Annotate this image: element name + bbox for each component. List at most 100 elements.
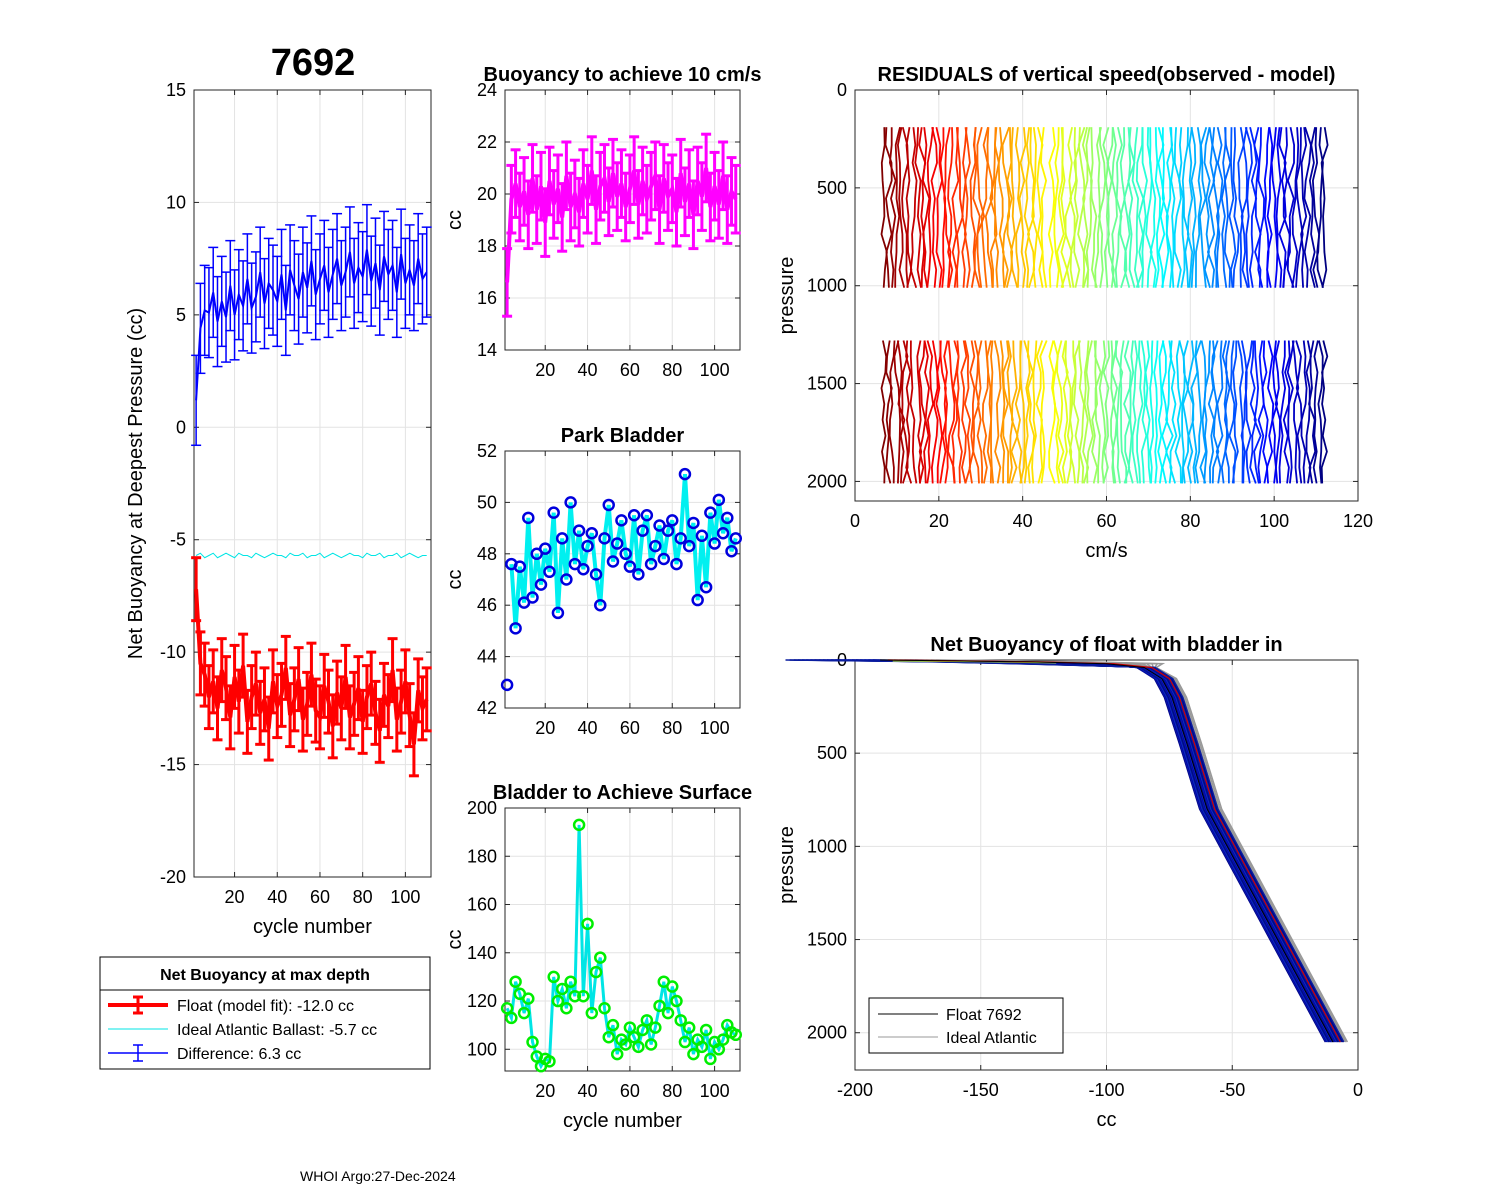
bladder-surface-point — [517, 1006, 531, 1020]
float-profile-line — [793, 659, 1343, 1043]
residual-profile-line — [956, 340, 963, 484]
bladder-surface-point — [661, 1006, 675, 1020]
residual-profile-line — [1278, 127, 1287, 288]
residual-profile-line — [1144, 340, 1152, 484]
residual-profile-line — [1303, 126, 1312, 288]
park-bladder-point — [534, 578, 548, 591]
park-bladder-point — [555, 532, 569, 545]
float-profile-line — [785, 659, 1345, 1043]
float-profile-line — [864, 659, 1328, 1043]
residual-profile-line — [1240, 340, 1248, 484]
x-axis-label: cc — [1097, 1109, 1117, 1131]
residual-profile-line — [1161, 127, 1170, 288]
residual-profile-line — [986, 340, 993, 484]
x-tick-label: 80 — [353, 887, 373, 907]
reference-profile-line — [887, 659, 1341, 1043]
residual-profile-line — [961, 127, 968, 288]
residual-profile-line — [1305, 340, 1312, 484]
residual-profile-line — [1098, 127, 1107, 288]
x-tick-label: 0 — [1353, 1080, 1363, 1100]
park-bladder-point — [704, 506, 717, 519]
axes-frame — [504, 89, 741, 351]
bladder-surface-point — [509, 975, 522, 988]
residual-profile-line — [935, 340, 943, 484]
residual-profile-line — [1123, 340, 1132, 484]
residual-profile-line — [918, 340, 927, 484]
residual-profile-line — [951, 127, 960, 288]
park-bladder-point — [522, 511, 535, 525]
residual-profile-line — [1308, 127, 1316, 288]
ideal-profile-line — [888, 659, 1335, 1043]
residual-profile-line — [1157, 340, 1165, 484]
bladder-surface-point — [716, 1033, 730, 1046]
residual-profile-line — [1157, 126, 1166, 288]
ideal-profile-line — [878, 659, 1332, 1043]
park-bladder-point — [712, 493, 726, 507]
bladder-surface-point — [632, 1040, 645, 1054]
y-tick-label: 24 — [477, 80, 497, 100]
y-tick-label: 20 — [477, 184, 497, 204]
residual-profile-line — [1073, 127, 1081, 288]
residual-profile-line — [1026, 340, 1036, 484]
ideal-profile-line — [899, 659, 1338, 1043]
residual-profile-line — [980, 126, 989, 288]
residual-profile-line — [963, 340, 972, 484]
residual-profile-line — [1018, 127, 1027, 288]
residual-profile-line — [1237, 127, 1245, 288]
y-tick-label: 2000 — [807, 471, 847, 491]
residual-profile-line — [1271, 340, 1279, 484]
y-tick-label: 14 — [477, 340, 497, 360]
ideal-ballast-series-line — [195, 552, 427, 559]
y-tick-label: 42 — [477, 698, 497, 718]
residual-profile-line — [1198, 126, 1208, 288]
x-tick-label: 20 — [929, 511, 949, 531]
chart-title: RESIDUALS of vertical speed(observed - m… — [878, 64, 1336, 86]
residual-profile-line — [1060, 127, 1069, 288]
residual-profile-line — [894, 126, 901, 288]
residual-profile-line — [955, 127, 964, 288]
residual-profile-line — [1023, 127, 1031, 288]
bladder-surface-point — [640, 1014, 654, 1027]
y-axis-label: cc — [444, 570, 466, 590]
y-tick-label: 22 — [477, 132, 497, 152]
main-legend: Net Buoyancy at max depth Float (model f… — [99, 956, 431, 1070]
park-bladder-point — [640, 509, 654, 522]
park-bladder-point — [666, 514, 679, 527]
residual-profile-line — [1199, 340, 1207, 484]
residual-profile-line — [1266, 127, 1274, 288]
park-bladder-point — [606, 555, 620, 568]
park-bladder-point — [610, 537, 624, 550]
ideal-profile-line — [909, 659, 1341, 1043]
bladder-surface-point — [712, 1043, 726, 1056]
residual-profile-line — [1031, 127, 1038, 288]
residual-profile-line — [1300, 340, 1308, 484]
residual-profile-line — [1266, 340, 1275, 484]
bladder-surface-point — [560, 1002, 573, 1015]
float-profile-line — [868, 659, 1327, 1043]
residual-profile-line — [1127, 340, 1135, 484]
residual-profile-line — [909, 127, 918, 288]
residual-profile-line — [909, 340, 918, 484]
park-bladder-point — [725, 544, 738, 558]
residual-profile-line — [976, 340, 984, 484]
x-tick-label: 60 — [620, 360, 640, 380]
profile-legend-ideal-label: Ideal Atlantic — [946, 1030, 1037, 1047]
residual-profile-line — [1249, 340, 1257, 484]
y-tick-label: 50 — [477, 492, 497, 512]
difference-series-line — [195, 249, 428, 401]
residual-profile-line — [1094, 126, 1102, 288]
residual-profile-line — [990, 340, 995, 484]
residual-profile-line — [1102, 340, 1111, 484]
x-tick-label: -50 — [1219, 1080, 1245, 1100]
residual-profile-line — [1190, 127, 1197, 288]
residual-profile-line — [1232, 127, 1240, 288]
float-7692-profile-line — [880, 659, 1334, 1043]
legend-float-swatch — [108, 995, 168, 1015]
residual-profile-line — [1291, 340, 1300, 484]
residual-profile-line — [997, 127, 1006, 288]
residual-profile-line — [1010, 340, 1019, 484]
residual-profile-line — [1240, 127, 1249, 288]
